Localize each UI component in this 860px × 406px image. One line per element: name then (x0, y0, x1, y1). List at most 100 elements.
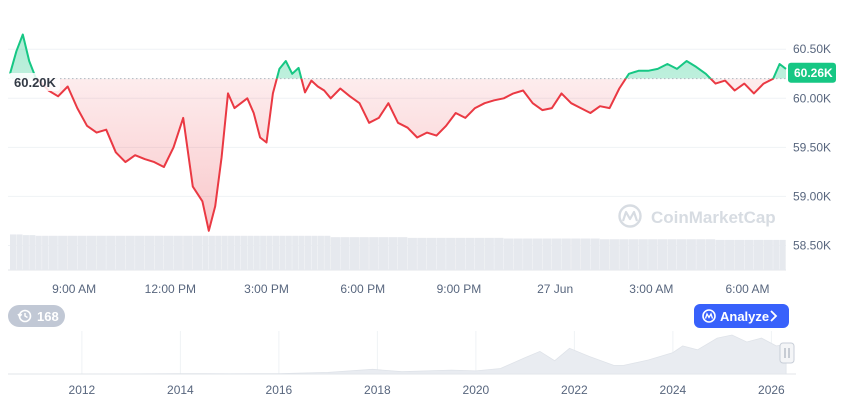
volume-bar (253, 235, 260, 270)
volume-bar (340, 237, 350, 270)
volume-bar (513, 238, 523, 270)
volume-bar (48, 235, 58, 270)
volume-bar (234, 235, 241, 270)
volume-bar (446, 237, 456, 270)
y-tick-label: 58.50K (793, 238, 831, 252)
watermark-text: CoinMarketCap (651, 208, 776, 227)
volume-bar (22, 235, 29, 270)
volume-bar (638, 239, 648, 270)
x-tick-label: 3:00 PM (244, 282, 289, 296)
volume-bar (58, 235, 68, 270)
volume-bar (305, 235, 312, 270)
navigator-tick-label: 2026 (758, 383, 785, 397)
volume-bar (571, 238, 581, 270)
navigator-tick-label: 2014 (167, 383, 194, 397)
volume-bar (272, 235, 280, 270)
volume-bar (763, 239, 773, 270)
x-axis: 9:00 AM 12:00 PM 3:00 PM 6:00 PM 9:00 PM 27 J… (52, 282, 769, 296)
volume-bar (279, 235, 286, 270)
volume-bar (551, 238, 562, 270)
volume-bar (667, 239, 677, 270)
volume-bar (96, 235, 106, 270)
x-tick-label: 3:00 AM (629, 282, 673, 296)
volume-bar (378, 237, 389, 270)
volume-bar (426, 237, 437, 270)
navigator-area (8, 334, 787, 375)
current-price-tag: 60.26K (788, 62, 836, 83)
x-tick-label: 6:00 AM (726, 282, 770, 296)
volume-bar (686, 239, 696, 270)
volume-bar (648, 239, 658, 270)
cmc-logo-icon (702, 309, 716, 323)
volume-bar (744, 239, 754, 270)
volume-bar (163, 235, 174, 270)
price-line-above (9, 33, 787, 79)
volume-bar (106, 235, 116, 270)
area-below-baseline (36, 78, 774, 231)
y-tick-label: 59.50K (793, 140, 831, 154)
volume-bar (609, 239, 619, 270)
x-tick-label: 27 Jun (537, 282, 573, 296)
navigator-tick-label: 2018 (364, 383, 391, 397)
volume-bar (388, 237, 398, 270)
x-tick-label: 6:00 PM (340, 282, 385, 296)
volume-bar (600, 239, 610, 270)
baseline-label: 60.20K (8, 73, 60, 91)
volume-bar (298, 235, 305, 270)
y-tick-label: 59.00K (793, 189, 831, 203)
volume-bar (311, 235, 318, 270)
volume-bar (10, 234, 17, 270)
volume-bar (215, 235, 222, 270)
volume-bar (715, 239, 725, 270)
volume-bar (183, 235, 193, 270)
volume-bar (628, 239, 639, 270)
volume-bar (260, 235, 267, 270)
volume-bar (474, 237, 485, 270)
volume-bar (398, 237, 408, 270)
volume-bar (29, 235, 36, 270)
volume-bar (240, 235, 247, 270)
volume-bar (144, 235, 154, 270)
watermark: CoinMarketCap (618, 204, 776, 228)
volume-bar (173, 235, 183, 270)
navigator-x-axis: 2012 2014 2016 2018 2020 2022 2024 2026 (69, 383, 786, 397)
volume-bar (359, 237, 369, 270)
volume-bar (77, 235, 87, 270)
history-button-label: 168 (37, 309, 59, 324)
volume-bar (285, 235, 292, 270)
volume-bar (696, 239, 706, 270)
x-tick-label: 9:00 AM (52, 282, 96, 296)
volume-bar (705, 239, 716, 270)
volume-bar (590, 238, 600, 270)
volume-bar (465, 237, 475, 270)
volume-bar (369, 237, 379, 270)
volume-bar (484, 237, 494, 270)
volume-bar (580, 238, 591, 270)
volume-bar (523, 238, 533, 270)
analyze-button[interactable]: Analyze (694, 304, 789, 328)
volume-bar (192, 235, 203, 270)
navigator-tick-label: 2024 (660, 383, 687, 397)
navigator-tick-label: 2020 (463, 383, 490, 397)
volume-bar (561, 238, 571, 270)
navigator-tick-label: 2016 (266, 383, 293, 397)
volume-bar (67, 235, 78, 270)
volume-bar (202, 235, 209, 270)
volume-bar (135, 235, 145, 270)
volume-bar (542, 238, 552, 270)
volume-bar (494, 237, 504, 270)
price-line (9, 33, 787, 232)
volume-bar (773, 239, 780, 270)
volume-bar (115, 235, 126, 270)
volume-bar (42, 235, 49, 270)
volume-bar (734, 239, 745, 270)
volume-bar (455, 237, 466, 270)
current-price-text: 60.26K (794, 66, 833, 80)
y-axis: 60.50K 60.00K 59.50K 59.00K 58.50K (793, 42, 831, 252)
volume-bar (436, 237, 446, 270)
history-button[interactable]: 168 (8, 305, 65, 327)
range-handle[interactable] (779, 342, 795, 364)
volume-bar (266, 235, 273, 270)
cmc-logo-icon (618, 204, 642, 228)
